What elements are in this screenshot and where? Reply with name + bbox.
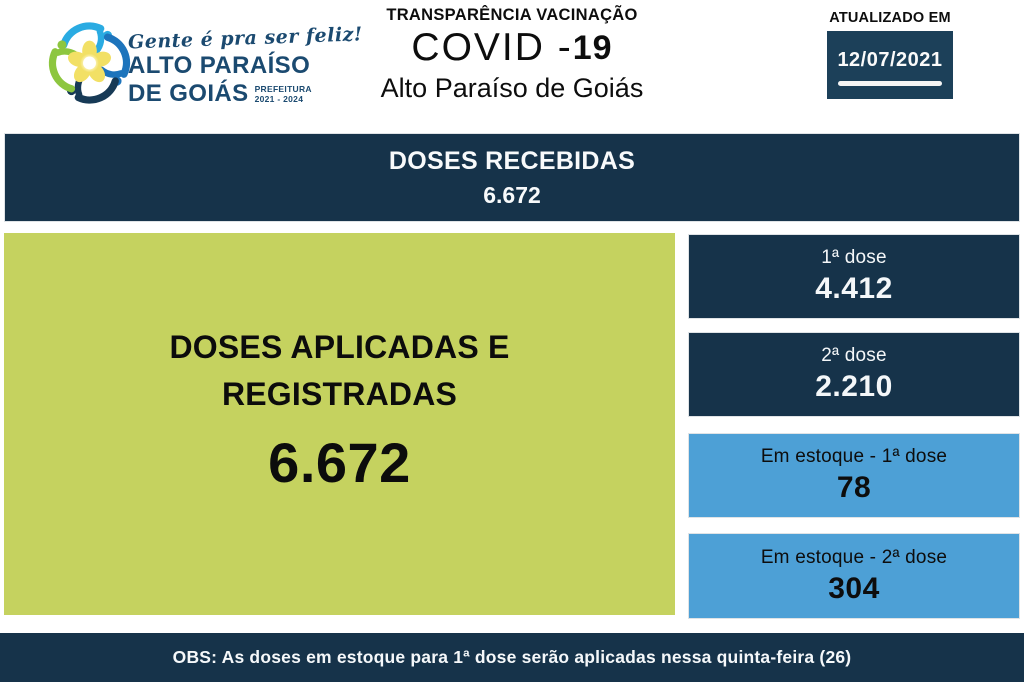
stat-card-stock-1a-dose: Em estoque - 1ª dose 78	[688, 433, 1020, 518]
stat-card-2a-dose: 2ª dose 2.210	[688, 332, 1020, 417]
title-covid: COVID -	[411, 26, 573, 69]
doses-applied-panel: DOSES APLICADAS E REGISTRADAS 6.672	[4, 233, 675, 615]
logo-term-years: 2021 - 2024	[254, 93, 304, 104]
doses-received-value: 6.672	[483, 181, 541, 208]
title-covid-number: 19	[572, 28, 613, 67]
stat-label: 2ª dose	[821, 345, 887, 366]
updated-label: ATUALIZADO EM	[829, 10, 951, 26]
doses-applied-title-line1: DOSES APLICADAS E	[169, 328, 510, 365]
footer-note: OBS: As doses em estoque para 1ª dose se…	[172, 647, 852, 667]
page-title-block: TRANSPARÊNCIA VACINAÇÃO COVID - 19 Alto …	[262, 6, 762, 104]
stat-value: 304	[828, 571, 880, 605]
stat-card-1a-dose: 1ª dose 4.412	[688, 234, 1020, 319]
doses-received-banner: DOSES RECEBIDAS 6.672	[4, 133, 1020, 222]
doses-applied-title-line2: REGISTRADAS	[221, 375, 458, 412]
stat-label: 1ª dose	[821, 247, 887, 268]
doses-received-title: DOSES RECEBIDAS	[388, 146, 636, 175]
updated-date: 12/07/2021	[837, 48, 943, 71]
page-subtitle: Alto Paraíso de Goiás	[380, 73, 644, 103]
stat-label: Em estoque - 2ª dose	[760, 546, 948, 568]
stat-value: 4.412	[815, 272, 893, 305]
updated-date-box: 12/07/2021	[827, 31, 953, 99]
page-title-kicker: TRANSPARÊNCIA VACINAÇÃO	[386, 6, 638, 24]
stat-value: 78	[836, 471, 872, 504]
logo-prefecture-term: PREFEITURA 2021 - 2024	[254, 84, 312, 106]
footer-note-bar: OBS: As doses em estoque para 1ª dose se…	[0, 633, 1024, 682]
city-logo-flower-icon	[48, 22, 131, 104]
doses-applied-value: 6.672	[268, 430, 411, 494]
stat-label: Em estoque - 1ª dose	[760, 446, 948, 467]
logo-city-name-line2: DE GOIÁS	[128, 80, 249, 107]
stat-card-stock-2a-dose: Em estoque - 2ª dose 304	[688, 533, 1020, 619]
logo-city-name-line1: ALTO PARAÍSO	[128, 52, 311, 79]
city-logo-text: Gente é pra ser feliz! ALTO PARAÍSO DE G…	[128, 23, 363, 107]
updated-underline	[838, 80, 942, 86]
updated-block: ATUALIZADO EM 12/07/2021	[827, 10, 953, 99]
page-title: COVID - 19	[262, 26, 762, 70]
stat-value: 2.210	[815, 370, 893, 403]
logo-prefecture-label: PREFEITURA	[254, 84, 312, 94]
